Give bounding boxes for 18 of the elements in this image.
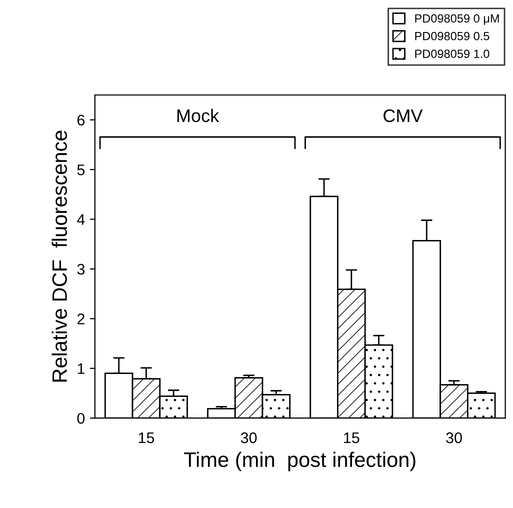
legend-label: PD098059 0.5 xyxy=(415,32,490,40)
legend-label: PD098059 0 μM xyxy=(415,14,499,25)
annotation: Mock xyxy=(177,108,220,122)
x-tick-label: 15 xyxy=(344,432,360,444)
x-tick-label: 15 xyxy=(138,432,154,444)
legend-label: PD098059 1.0 xyxy=(415,50,490,58)
x-tick-label: 30 xyxy=(446,432,462,444)
x-axis-title: Time (min post infection) xyxy=(184,452,416,472)
annotation: CMV xyxy=(384,109,423,122)
y-tick-label: 1 xyxy=(78,363,84,374)
y-tick-label: 6 xyxy=(77,114,85,126)
y-tick-label: 0 xyxy=(77,412,85,424)
y-tick-label: 4 xyxy=(77,214,85,225)
y-tick-label: 2 xyxy=(77,314,84,324)
y-tick-label: 5 xyxy=(77,164,85,176)
x-tick-label: 30 xyxy=(240,432,257,444)
y-axis-title: Relative DCF fluorescence xyxy=(52,130,68,382)
y-tick-label: 3 xyxy=(77,264,85,275)
